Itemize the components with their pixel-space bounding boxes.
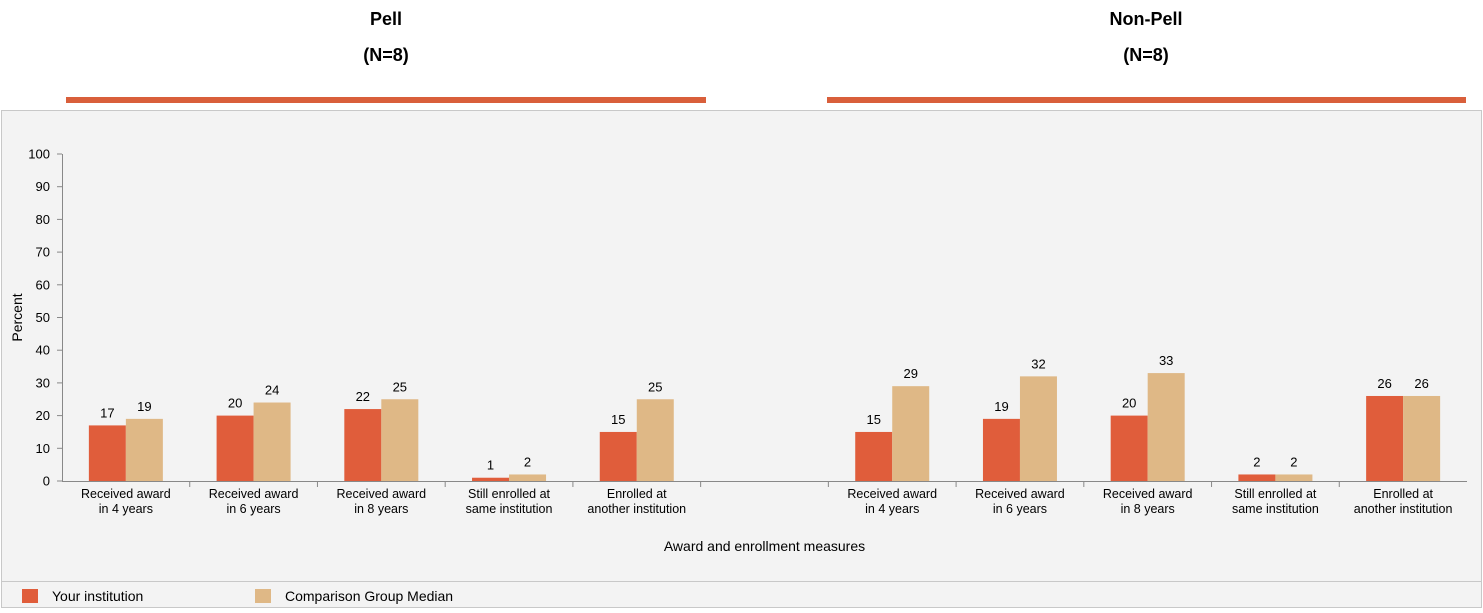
bar-data-label: 33 — [1159, 353, 1173, 368]
bar-pell-your-institution-2 — [344, 409, 382, 481]
bar-data-label: 32 — [1031, 356, 1045, 371]
bar-non-pell-your-institution-3 — [1238, 474, 1276, 481]
bar-data-label: 24 — [265, 383, 279, 398]
y-axis-label: Percent — [9, 293, 25, 341]
x-tick-label: Received award in 4 years — [81, 487, 171, 516]
panel-title-pell-name: Pell — [369, 9, 403, 29]
bar-data-label: 20 — [1122, 396, 1136, 411]
y-tick-label: 80 — [36, 212, 50, 227]
bar-non-pell-your-institution-1 — [982, 418, 1020, 481]
bar-data-label: 25 — [648, 379, 662, 394]
bar-pell-your-institution-0 — [88, 425, 126, 481]
legend-swatch-0 — [22, 589, 38, 603]
panel-title-non-pell-n: (N=8) — [1123, 45, 1169, 65]
x-tick-label: Still enrolled at same institution — [1232, 487, 1319, 516]
bar-data-label: 25 — [393, 379, 407, 394]
x-axis-label: Award and enrollment measures — [664, 538, 865, 554]
panel-title-pell-n: (N=8) — [363, 45, 409, 65]
bar-pell-comparison-median-4 — [636, 399, 674, 481]
bar-pell-comparison-median-1 — [253, 402, 291, 481]
bar-pell-comparison-median-0 — [125, 418, 163, 481]
bar-data-label: 19 — [994, 399, 1008, 414]
legend-swatch-1 — [255, 589, 271, 603]
panel-title-non-pell: Non-Pell (N=8) — [826, 5, 1466, 69]
bar-non-pell-your-institution-2 — [1110, 415, 1148, 481]
y-tick-label: 100 — [28, 147, 50, 162]
bar-non-pell-your-institution-4 — [1366, 395, 1404, 481]
x-tick-label: Enrolled at another institution — [587, 487, 686, 516]
bar-data-label: 22 — [356, 389, 370, 404]
bar-data-label: 2 — [524, 454, 531, 469]
x-tick-label: Still enrolled at same institution — [466, 487, 553, 516]
bar-non-pell-your-institution-0 — [855, 431, 893, 481]
bar-pell-your-institution-3 — [472, 477, 510, 481]
y-tick-label: 90 — [36, 179, 50, 194]
bar-pell-comparison-median-3 — [509, 474, 547, 481]
y-tick-label: 60 — [36, 277, 50, 292]
bar-data-label: 26 — [1414, 376, 1428, 391]
bar-data-label: 15 — [611, 412, 625, 427]
bar-non-pell-comparison-median-3 — [1275, 474, 1313, 481]
bar-data-label: 29 — [903, 366, 917, 381]
y-tick-label: 50 — [36, 310, 50, 325]
bar-data-label: 17 — [100, 405, 114, 420]
x-tick-label: Enrolled at another institution — [1354, 487, 1453, 516]
bar-non-pell-comparison-median-2 — [1147, 373, 1185, 481]
y-tick-label: 70 — [36, 245, 50, 260]
bar-data-label: 15 — [866, 412, 880, 427]
bar-data-label: 2 — [1253, 454, 1260, 469]
bar-data-label: 19 — [137, 399, 151, 414]
y-tick-label: 30 — [36, 375, 50, 390]
bar-pell-your-institution-4 — [599, 431, 637, 481]
legend-label-1: Comparison Group Median — [285, 588, 453, 604]
y-tick-label: 10 — [36, 441, 50, 456]
bar-non-pell-comparison-median-1 — [1019, 376, 1057, 481]
y-tick-label: 40 — [36, 343, 50, 358]
panel-title-pell: Pell (N=8) — [66, 5, 706, 69]
bar-pell-comparison-median-2 — [381, 399, 419, 481]
bar-data-label: 2 — [1290, 454, 1297, 469]
x-tick-label: Received award in 6 years — [209, 487, 299, 516]
chart-frame — [1, 110, 1482, 608]
bar-data-label: 20 — [228, 396, 242, 411]
bar-data-label: 26 — [1377, 376, 1391, 391]
panel-title-non-pell-name: Non-Pell — [1109, 9, 1183, 29]
bar-non-pell-comparison-median-0 — [892, 386, 930, 481]
bar-non-pell-comparison-median-4 — [1403, 395, 1441, 481]
panel-underline-non-pell — [827, 97, 1466, 103]
x-tick-label: Received award in 4 years — [847, 487, 937, 516]
legend-label-0: Your institution — [52, 588, 143, 604]
bar-data-label: 1 — [487, 458, 494, 473]
x-tick-label: Received award in 8 years — [336, 487, 426, 516]
panel-underline-pell — [66, 97, 706, 103]
x-tick-label: Received award in 6 years — [975, 487, 1065, 516]
y-tick-label: 0 — [43, 474, 50, 489]
y-tick-label: 20 — [36, 408, 50, 423]
bar-pell-your-institution-1 — [216, 415, 254, 481]
x-tick-label: Received award in 8 years — [1103, 487, 1193, 516]
